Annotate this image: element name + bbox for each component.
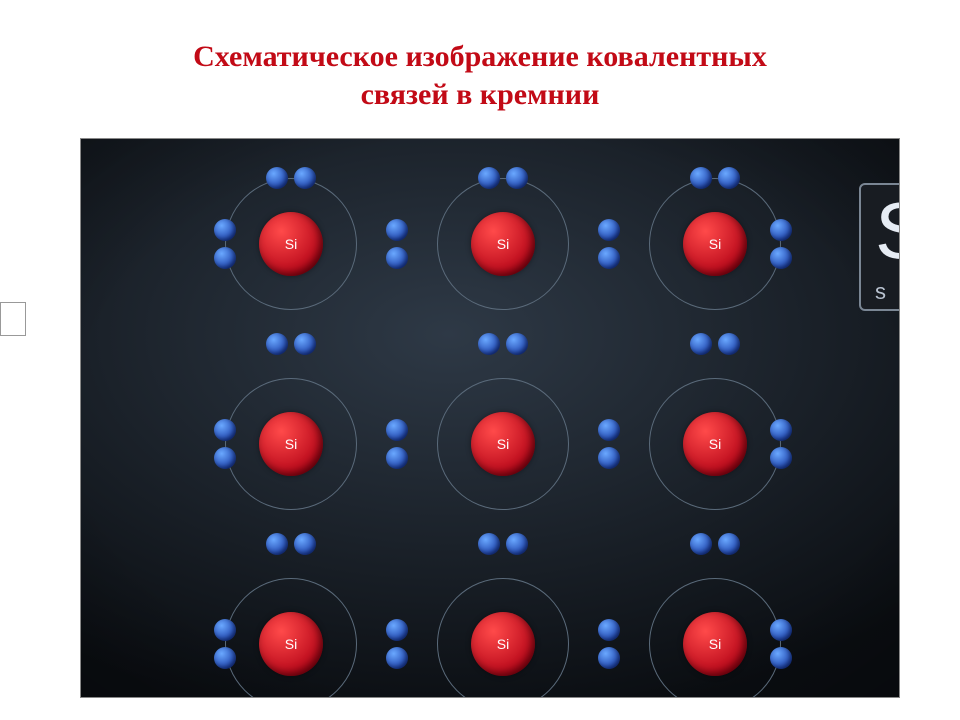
electron (718, 333, 740, 355)
silicon-nucleus: Si (259, 612, 323, 676)
electron (770, 447, 792, 469)
element-name-fragment: s (875, 281, 886, 303)
title-line-1: Схематическое изображение ковалентных (0, 38, 960, 76)
electron (266, 533, 288, 555)
electron (478, 167, 500, 189)
title-line-2: связей в кремнии (0, 76, 960, 114)
electron (214, 419, 236, 441)
silicon-nucleus: Si (683, 412, 747, 476)
electron (770, 219, 792, 241)
electron (478, 533, 500, 555)
electron (770, 247, 792, 269)
electron (214, 219, 236, 241)
electron (386, 647, 408, 669)
electron (294, 167, 316, 189)
silicon-nucleus: Si (471, 412, 535, 476)
element-symbol: S (875, 191, 900, 271)
electron (690, 533, 712, 555)
electron (386, 447, 408, 469)
electron (478, 333, 500, 355)
electron (214, 247, 236, 269)
electron (598, 619, 620, 641)
electron (506, 533, 528, 555)
slide-title: Схематическое изображение ковалентных св… (0, 38, 960, 113)
element-box: S s (859, 183, 900, 311)
electron (266, 167, 288, 189)
electron (386, 619, 408, 641)
left-marker (0, 302, 26, 336)
electron (598, 647, 620, 669)
electron (214, 447, 236, 469)
electron (386, 419, 408, 441)
electron (386, 247, 408, 269)
electron (718, 167, 740, 189)
electron (770, 619, 792, 641)
electron (718, 533, 740, 555)
electron (598, 219, 620, 241)
silicon-nucleus: Si (259, 412, 323, 476)
silicon-nucleus: Si (259, 212, 323, 276)
electron (506, 333, 528, 355)
silicon-nucleus: Si (471, 612, 535, 676)
silicon-nucleus: Si (683, 612, 747, 676)
electron (266, 333, 288, 355)
electron (386, 219, 408, 241)
electron (294, 533, 316, 555)
diagram-frame: Si Si Si Si Si Si Si Si Si S s (80, 138, 900, 698)
electron (506, 167, 528, 189)
electron (214, 619, 236, 641)
electron (214, 647, 236, 669)
electron (598, 447, 620, 469)
electron (770, 647, 792, 669)
electron (690, 333, 712, 355)
electron (598, 419, 620, 441)
electron (690, 167, 712, 189)
silicon-nucleus: Si (683, 212, 747, 276)
electron (598, 247, 620, 269)
electron (770, 419, 792, 441)
electron (294, 333, 316, 355)
silicon-nucleus: Si (471, 212, 535, 276)
slide: Схематическое изображение ковалентных св… (0, 0, 960, 720)
